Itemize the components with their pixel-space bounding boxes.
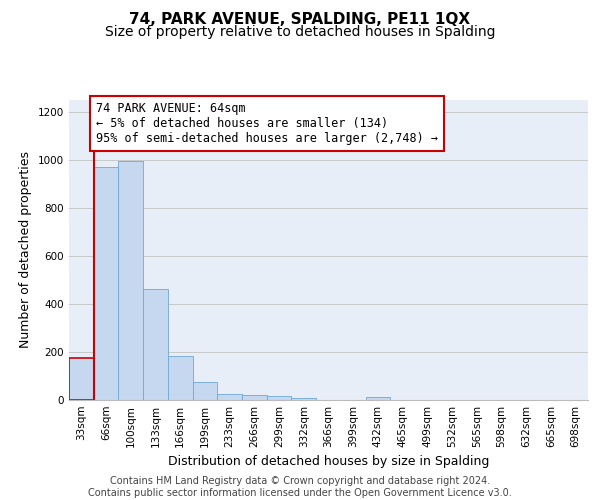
- Text: Contains HM Land Registry data © Crown copyright and database right 2024.
Contai: Contains HM Land Registry data © Crown c…: [88, 476, 512, 498]
- Bar: [168, 356, 193, 400]
- Bar: [143, 289, 168, 400]
- Bar: [69, 358, 94, 400]
- Text: 74 PARK AVENUE: 64sqm
← 5% of detached houses are smaller (134)
95% of semi-deta: 74 PARK AVENUE: 64sqm ← 5% of detached h…: [96, 102, 438, 146]
- Y-axis label: Number of detached properties: Number of detached properties: [19, 152, 32, 348]
- Bar: [267, 396, 292, 400]
- Bar: [217, 394, 242, 400]
- Text: Size of property relative to detached houses in Spalding: Size of property relative to detached ho…: [105, 25, 495, 39]
- Bar: [242, 395, 267, 400]
- Bar: [365, 397, 390, 400]
- Bar: [292, 398, 316, 400]
- Bar: [118, 161, 143, 400]
- Text: 74, PARK AVENUE, SPALDING, PE11 1QX: 74, PARK AVENUE, SPALDING, PE11 1QX: [130, 12, 470, 28]
- Bar: [193, 382, 217, 400]
- X-axis label: Distribution of detached houses by size in Spalding: Distribution of detached houses by size …: [168, 456, 489, 468]
- Bar: [94, 167, 118, 400]
